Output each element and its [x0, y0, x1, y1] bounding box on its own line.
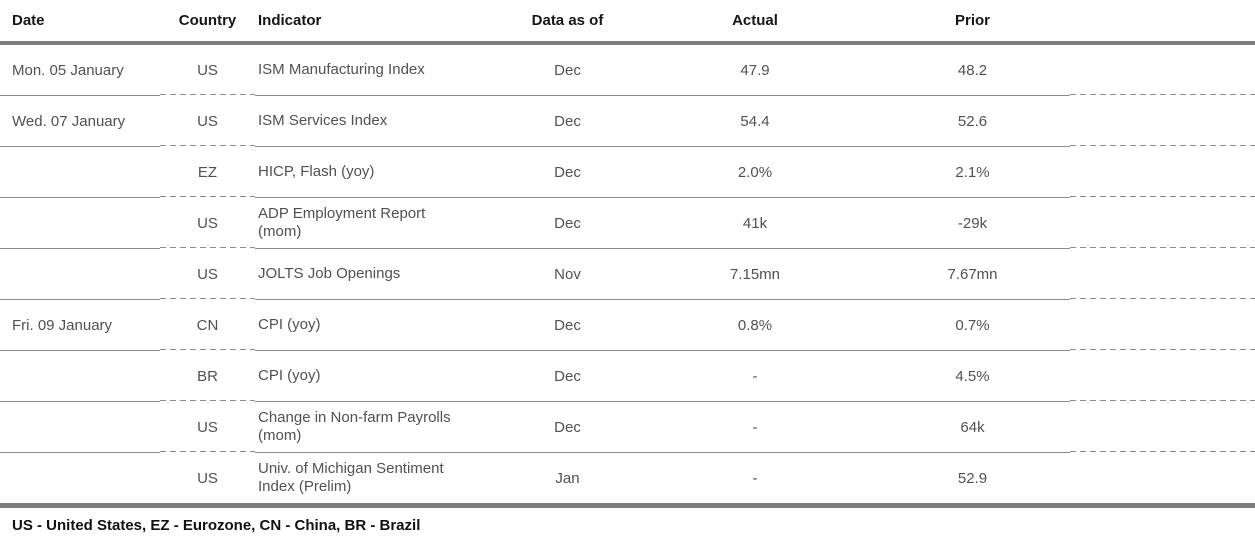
cell-indicator: CPI (yoy): [255, 351, 500, 402]
cell-indicator: Univ. of Michigan Sentiment Index (Preli…: [255, 453, 500, 508]
cell-data-as-of: Dec: [500, 147, 635, 198]
table-row: Mon. 05 January US ISM Manufacturing Ind…: [0, 45, 1255, 96]
cell-prior: 64k: [875, 402, 1070, 453]
economic-calendar-table: Date Country Indicator Data as of Actual…: [0, 0, 1255, 508]
cell-data-as-of: Dec: [500, 300, 635, 351]
table-row: EZ HICP, Flash (yoy) Dec 2.0% 2.1%: [0, 147, 1255, 198]
table-row: US JOLTS Job Openings Nov 7.15mn 7.67mn: [0, 249, 1255, 300]
cell-spacer: [1070, 96, 1255, 147]
table-row: US ADP Employment Report (mom) Dec 41k -…: [0, 198, 1255, 249]
cell-prior: 7.67mn: [875, 249, 1070, 300]
cell-data-as-of: Jan: [500, 453, 635, 508]
cell-indicator: CPI (yoy): [255, 300, 500, 351]
cell-spacer: [1070, 300, 1255, 351]
cell-actual: 54.4: [635, 96, 875, 147]
cell-actual: -: [635, 402, 875, 453]
table-row: Wed. 07 January US ISM Services Index De…: [0, 96, 1255, 147]
cell-spacer: [1070, 453, 1255, 508]
table-body: Mon. 05 January US ISM Manufacturing Ind…: [0, 45, 1255, 508]
cell-spacer: [1070, 249, 1255, 300]
cell-date: [0, 147, 160, 198]
cell-indicator: JOLTS Job Openings: [255, 249, 500, 300]
cell-data-as-of: Dec: [500, 402, 635, 453]
cell-spacer: [1070, 351, 1255, 402]
column-header-spacer: [1070, 0, 1255, 45]
column-header-prior: Prior: [875, 0, 1070, 45]
cell-actual: 47.9: [635, 45, 875, 96]
cell-indicator: Change in Non-farm Payrolls (mom): [255, 402, 500, 453]
cell-indicator: HICP, Flash (yoy): [255, 147, 500, 198]
cell-country: US: [160, 249, 255, 300]
cell-actual: -: [635, 453, 875, 508]
column-header-date: Date: [0, 0, 160, 45]
cell-country: US: [160, 198, 255, 249]
cell-date: [0, 198, 160, 249]
cell-country: US: [160, 45, 255, 96]
cell-country: CN: [160, 300, 255, 351]
cell-data-as-of: Dec: [500, 96, 635, 147]
cell-prior: 52.9: [875, 453, 1070, 508]
table-row: US Change in Non-farm Payrolls (mom) Dec…: [0, 402, 1255, 453]
cell-date: [0, 249, 160, 300]
table-row: US Univ. of Michigan Sentiment Index (Pr…: [0, 453, 1255, 508]
cell-country: US: [160, 402, 255, 453]
cell-country: EZ: [160, 147, 255, 198]
cell-actual: 2.0%: [635, 147, 875, 198]
cell-country: US: [160, 453, 255, 508]
cell-date: [0, 351, 160, 402]
country-legend: US - United States, EZ - Eurozone, CN - …: [12, 517, 421, 534]
cell-actual: 41k: [635, 198, 875, 249]
column-header-indicator: Indicator: [255, 0, 500, 45]
cell-spacer: [1070, 198, 1255, 249]
cell-spacer: [1070, 402, 1255, 453]
cell-country: US: [160, 96, 255, 147]
column-header-country: Country: [160, 0, 255, 45]
cell-prior: 2.1%: [875, 147, 1070, 198]
cell-actual: 0.8%: [635, 300, 875, 351]
cell-spacer: [1070, 147, 1255, 198]
table-row: Fri. 09 January CN CPI (yoy) Dec 0.8% 0.…: [0, 300, 1255, 351]
cell-prior: -29k: [875, 198, 1070, 249]
cell-indicator: ISM Services Index: [255, 96, 500, 147]
cell-spacer: [1070, 45, 1255, 96]
cell-prior: 0.7%: [875, 300, 1070, 351]
cell-actual: -: [635, 351, 875, 402]
table-row: BR CPI (yoy) Dec - 4.5%: [0, 351, 1255, 402]
cell-data-as-of: Dec: [500, 198, 635, 249]
cell-data-as-of: Dec: [500, 45, 635, 96]
cell-date: [0, 453, 160, 508]
cell-data-as-of: Nov: [500, 249, 635, 300]
cell-date: [0, 402, 160, 453]
cell-prior: 48.2: [875, 45, 1070, 96]
cell-date: Fri. 09 January: [0, 300, 160, 351]
cell-data-as-of: Dec: [500, 351, 635, 402]
cell-actual: 7.15mn: [635, 249, 875, 300]
cell-prior: 52.6: [875, 96, 1070, 147]
cell-date: Mon. 05 January: [0, 45, 160, 96]
cell-indicator: ADP Employment Report (mom): [255, 198, 500, 249]
cell-indicator: ISM Manufacturing Index: [255, 45, 500, 96]
column-header-data-as-of: Data as of: [500, 0, 635, 45]
cell-prior: 4.5%: [875, 351, 1070, 402]
column-header-actual: Actual: [635, 0, 875, 45]
cell-country: BR: [160, 351, 255, 402]
header-row: Date Country Indicator Data as of Actual…: [0, 0, 1255, 45]
cell-date: Wed. 07 January: [0, 96, 160, 147]
